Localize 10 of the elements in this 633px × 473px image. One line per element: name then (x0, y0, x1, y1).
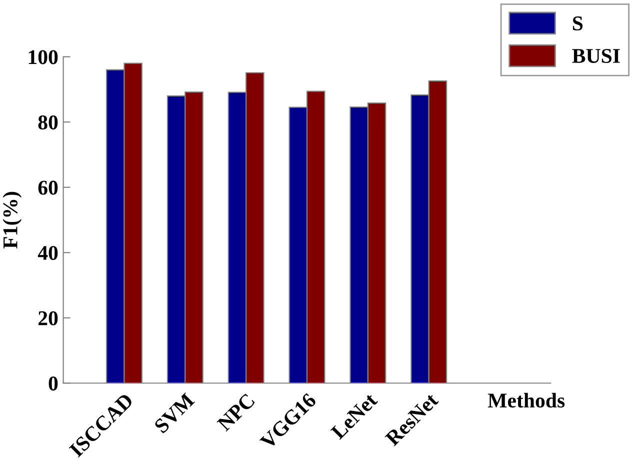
y-axis-title: F1(%) (2, 192, 22, 249)
x-axis-title: Methods (488, 392, 565, 408)
y-tick-label: 0 (48, 376, 58, 391)
y-tick-label: 40 (38, 246, 58, 260)
legend-label: BUSI (572, 48, 620, 63)
y-tick-label: 80 (38, 115, 58, 130)
legend-label: S (572, 16, 583, 30)
y-tick-label: 60 (38, 180, 58, 195)
y-tick-label: 20 (38, 311, 58, 326)
y-tick-label: 100 (28, 50, 58, 64)
